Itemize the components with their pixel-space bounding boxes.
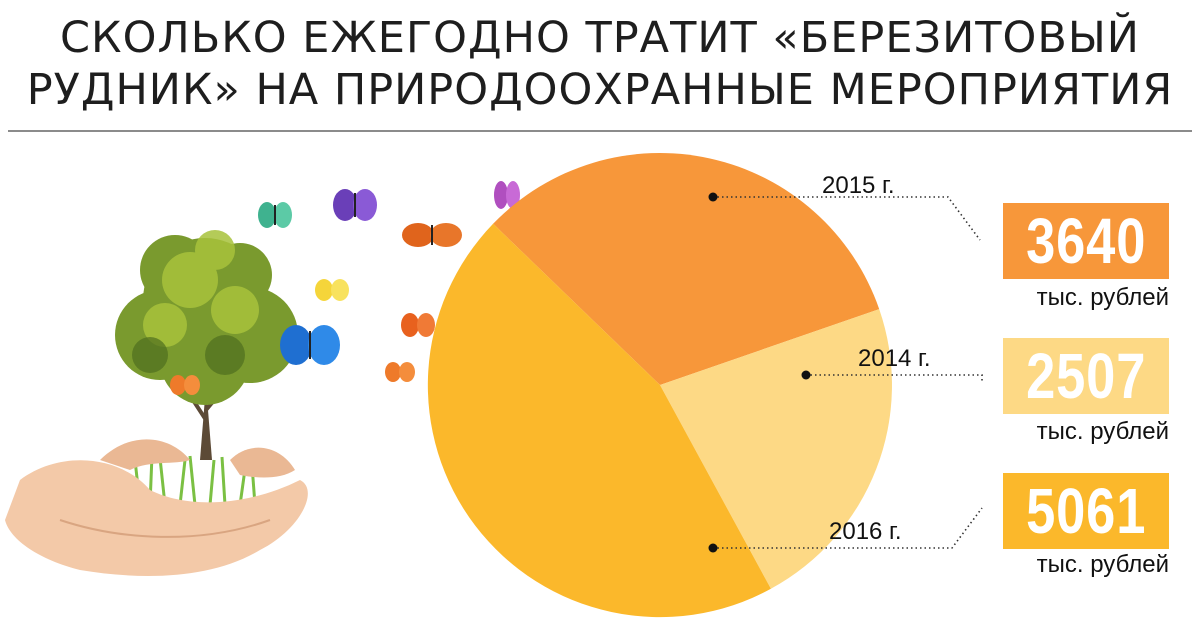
year-label-2016: 2016 г.	[829, 518, 902, 545]
butterfly-icon	[280, 325, 340, 365]
value-box-2016: 5061	[1003, 473, 1169, 549]
callout-line-2016	[713, 507, 983, 549]
pie-callouts: 2015 г. 2014 г. 2016 г.	[708, 172, 983, 553]
callout-line-2015	[713, 196, 981, 241]
butterfly-icon	[315, 279, 349, 301]
value-box-2015: 3640	[1003, 203, 1169, 279]
callout-line-2014	[806, 374, 983, 383]
butterfly-icon	[333, 189, 377, 221]
callout-dot-2016	[708, 543, 718, 553]
title-divider	[8, 130, 1192, 132]
pie-slices	[427, 152, 892, 618]
value-2015: 3640	[1025, 205, 1147, 277]
value-2016: 5061	[1025, 475, 1147, 547]
butterfly-icon	[494, 181, 520, 209]
hands-tree-butterflies-illustration	[5, 181, 520, 576]
callout-dot-2014	[801, 370, 811, 380]
butterfly-icon	[385, 362, 415, 382]
butterfly-icon	[258, 202, 292, 228]
pie-slice-2014	[660, 309, 892, 589]
title-line-2: РУДНИК» НА ПРИРОДООХРАННЫЕ МЕРОПРИЯТИЯ	[26, 65, 1174, 115]
pie-slice-2016	[427, 223, 771, 618]
value-2014: 2507	[1025, 340, 1147, 412]
unit-label-2014: тыс. рублей	[1036, 418, 1169, 445]
butterfly-icon	[402, 223, 462, 247]
title-line-1: СКОЛЬКО ЕЖЕГОДНО ТРАТИТ «БЕРЕЗИТОВЫЙ	[60, 13, 1140, 63]
unit-label-2016: тыс. рублей	[1036, 551, 1169, 578]
value-box-2014: 2507	[1003, 338, 1169, 414]
chart-title: СКОЛЬКО ЕЖЕГОДНО ТРАТИТ «БЕРЕЗИТОВЫЙ РУД…	[0, 12, 1200, 116]
year-label-2015: 2015 г.	[822, 172, 895, 199]
butterfly-icon	[170, 375, 200, 395]
unit-label-2015: тыс. рублей	[1036, 284, 1169, 311]
year-label-2014: 2014 г.	[858, 345, 931, 372]
pie-slice-2015	[493, 152, 880, 385]
callout-dot-2015	[708, 192, 718, 202]
butterfly-icon	[401, 313, 435, 337]
